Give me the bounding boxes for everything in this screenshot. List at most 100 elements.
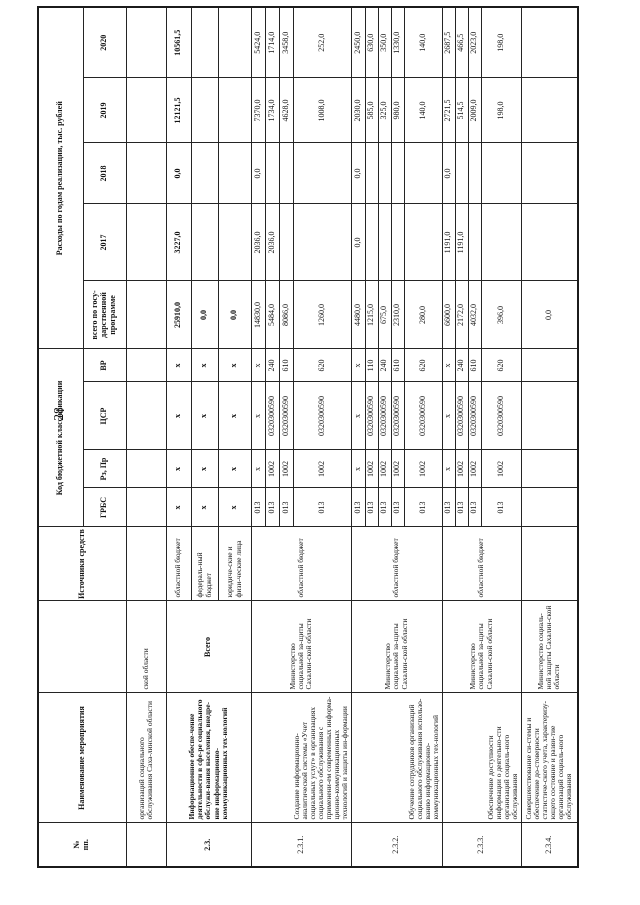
cell-rzpr: x: [251, 450, 265, 488]
cell-total: 4480,0: [351, 280, 365, 349]
cell-grbs: 013: [378, 488, 391, 527]
cell-grbs: 013: [391, 488, 404, 527]
col-header-vr: ВР: [83, 348, 126, 382]
cell-rzpr: x: [442, 450, 455, 488]
cell-grbs: 013: [404, 488, 442, 527]
cell-grbs: x: [191, 488, 218, 527]
cell-2020: [191, 6, 218, 78]
cell-2017: [191, 203, 218, 281]
cell-grbs: 013: [481, 488, 521, 527]
cell-num: 2.3.2.: [351, 823, 442, 867]
cell-csr: 0320300590: [265, 382, 279, 450]
cell-executor: ской области: [126, 601, 166, 693]
cell-2019: [521, 77, 578, 143]
cell-2017: 0,0: [351, 203, 365, 281]
cell-csr: x: [166, 382, 191, 450]
cell-source: областной бюджет: [166, 527, 191, 601]
cell-source: юридиче-ские и физи-ческие лица: [218, 527, 251, 601]
cell-2020: 630,0: [365, 6, 378, 78]
cell-csr: 0320300590: [365, 382, 378, 450]
cell-grbs: 013: [442, 488, 455, 527]
cell-2017: 1191,0: [455, 203, 468, 281]
cell-total: [126, 280, 166, 349]
cell-grbs: 013: [455, 488, 468, 527]
cell-vr: 610: [279, 348, 293, 382]
cell-2020: 2023,0: [468, 6, 481, 78]
cell-2017: [365, 203, 378, 281]
col-header-2019: 2019: [83, 77, 126, 143]
cell-2018: [404, 142, 442, 204]
cell-vr: x: [191, 348, 218, 382]
cell-rzpr: x: [218, 450, 251, 488]
cell-rzpr: 1002: [391, 450, 404, 488]
cell-2017: [293, 203, 351, 281]
cell-rzpr: x: [351, 450, 365, 488]
cell-2020: [126, 6, 166, 78]
cell-2019: 1734,0: [265, 77, 279, 143]
cell-csr: x: [218, 382, 251, 450]
col-header-2017: 2017: [83, 203, 126, 281]
cell-2017: 2036,0: [265, 203, 279, 281]
cell-2019: 980,0: [391, 77, 404, 143]
cell-executor: Министерство социальной за-щиты Сахалин-…: [351, 601, 442, 693]
cell-2017: 1191,0: [442, 203, 455, 281]
cell-2020: 198,0: [481, 6, 521, 78]
cell-2020: 2450,0: [351, 6, 365, 78]
cell-2020: 350,0: [378, 6, 391, 78]
cell-2018: [468, 142, 481, 204]
cell-total: 25910,0: [166, 280, 191, 349]
cell-2019: [126, 77, 166, 143]
cell-2020: 2687,5: [442, 6, 455, 78]
cell-2018: [521, 142, 578, 204]
cell-total: 1260,0: [293, 280, 351, 349]
cell-vr: x: [442, 348, 455, 382]
cell-vr: 240: [265, 348, 279, 382]
cell-vr: 240: [455, 348, 468, 382]
cell-vr: 610: [468, 348, 481, 382]
cell-source: областной бюджет: [351, 527, 442, 601]
col-header-2020: 2020: [83, 6, 126, 78]
cell-rzpr: [126, 450, 166, 488]
cell-2020: 252,0: [293, 6, 351, 78]
cell-2019: 2009,0: [468, 77, 481, 143]
cell-rzpr: 1002: [455, 450, 468, 488]
cell-total: 14830,0: [251, 280, 265, 349]
cell-rzpr: 1002: [265, 450, 279, 488]
cell-vr: x: [251, 348, 265, 382]
cell-name: Создание информационно-аналитической сис…: [251, 693, 351, 823]
cell-executor: Министерство социаль-ной защиты Сахалин-…: [521, 601, 578, 693]
cell-2019: 198,0: [481, 77, 521, 143]
cell-csr: [126, 382, 166, 450]
cell-total: 0,0: [218, 280, 251, 349]
cell-rzpr: 1002: [378, 450, 391, 488]
cell-2020: 10561,5: [166, 6, 191, 78]
cell-2019: 2721,5: [442, 77, 455, 143]
col-header-csr: ЦСР: [83, 382, 126, 450]
cell-csr: x: [442, 382, 455, 450]
cell-2020: 1330,0: [391, 6, 404, 78]
cell-2017: [481, 203, 521, 281]
cell-num: 2.3.1.: [251, 823, 351, 867]
cell-2018: [481, 142, 521, 204]
cell-rzpr: [521, 450, 578, 488]
cell-2017: 2036,0: [251, 203, 265, 281]
col-header-total: всего по госу-дарственной программе: [83, 280, 126, 349]
cell-name: Обучение сотрудников организаций социаль…: [351, 693, 442, 823]
cell-2017: [126, 203, 166, 281]
cell-csr: 0320300590: [391, 382, 404, 450]
cell-total: 396,0: [481, 280, 521, 349]
cell-2018: [265, 142, 279, 204]
cell-2017: [521, 203, 578, 281]
cell-rzpr: 1002: [293, 450, 351, 488]
cell-2019: 7370,0: [251, 77, 265, 143]
cell-total: 1215,0: [365, 280, 378, 349]
cell-2018: 0,0: [166, 142, 191, 204]
cell-2018: 0,0: [442, 142, 455, 204]
cell-grbs: 013: [265, 488, 279, 527]
cell-grbs: x: [218, 488, 251, 527]
cell-vr: 110: [365, 348, 378, 382]
cell-2019: 12121,5: [166, 77, 191, 143]
cell-2020: 1714,0: [265, 6, 279, 78]
cell-rzpr: x: [191, 450, 218, 488]
cell-grbs: 013: [468, 488, 481, 527]
